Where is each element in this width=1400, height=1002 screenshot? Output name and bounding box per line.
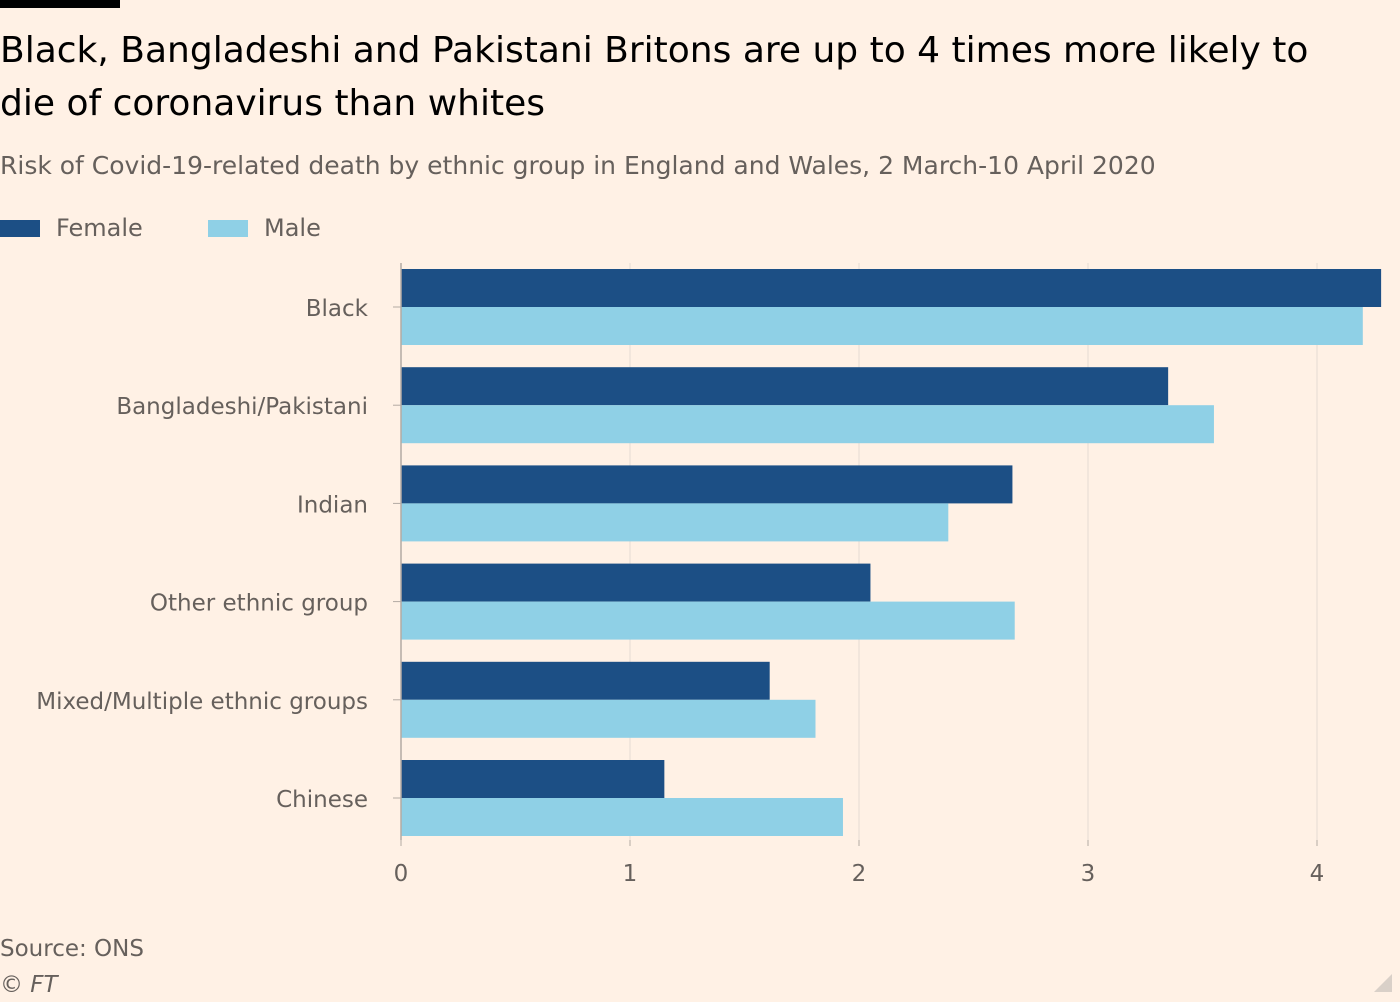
bar-male-0 <box>401 307 1363 345</box>
bar-male-5 <box>401 798 843 836</box>
legend-swatch-male <box>208 220 248 237</box>
top-accent-bar <box>0 0 120 8</box>
resize-corner-icon <box>1374 974 1392 992</box>
category-label-2: Indian <box>297 492 368 518</box>
bar-female-3 <box>401 563 871 602</box>
bar-chart: Black Bangladeshi/Pakistani Indian Other et… <box>36 263 1382 887</box>
category-label-0: Black <box>306 296 369 322</box>
x-tick-label-2: 2 <box>852 861 867 887</box>
source-note: Source: ONS <box>0 936 144 962</box>
legend-label-female: Female <box>56 214 143 242</box>
legend-swatch-female <box>0 220 40 237</box>
category-label-4: Mixed/Multiple ethnic groups <box>36 689 368 715</box>
chart-subtitle: Risk of Covid-19-related death by ethnic… <box>0 151 1156 180</box>
copyright-note: © FT <box>0 972 58 998</box>
bar-male-4 <box>401 699 816 738</box>
bar-female-1 <box>401 367 1169 406</box>
bar-female-5 <box>401 760 665 798</box>
bar-male-1 <box>401 405 1214 444</box>
bar-male-3 <box>401 601 1015 640</box>
bar-female-0 <box>401 269 1382 307</box>
category-label-1: Bangladeshi/Pakistani <box>116 394 368 420</box>
x-tick-label-1: 1 <box>623 861 638 887</box>
category-label-5: Chinese <box>276 787 368 813</box>
bar-female-2 <box>401 465 1013 504</box>
x-tick-label-3: 3 <box>1081 861 1096 887</box>
bar-male-2 <box>401 503 949 542</box>
x-tick-label-0: 0 <box>394 861 409 887</box>
chart-title: Black, Bangladeshi and Pakistani Britons… <box>0 30 1309 124</box>
x-tick-label-4: 4 <box>1310 861 1325 887</box>
category-label-3: Other ethnic group <box>150 591 368 617</box>
legend-label-male: Male <box>264 214 321 242</box>
bar-female-4 <box>401 661 770 700</box>
